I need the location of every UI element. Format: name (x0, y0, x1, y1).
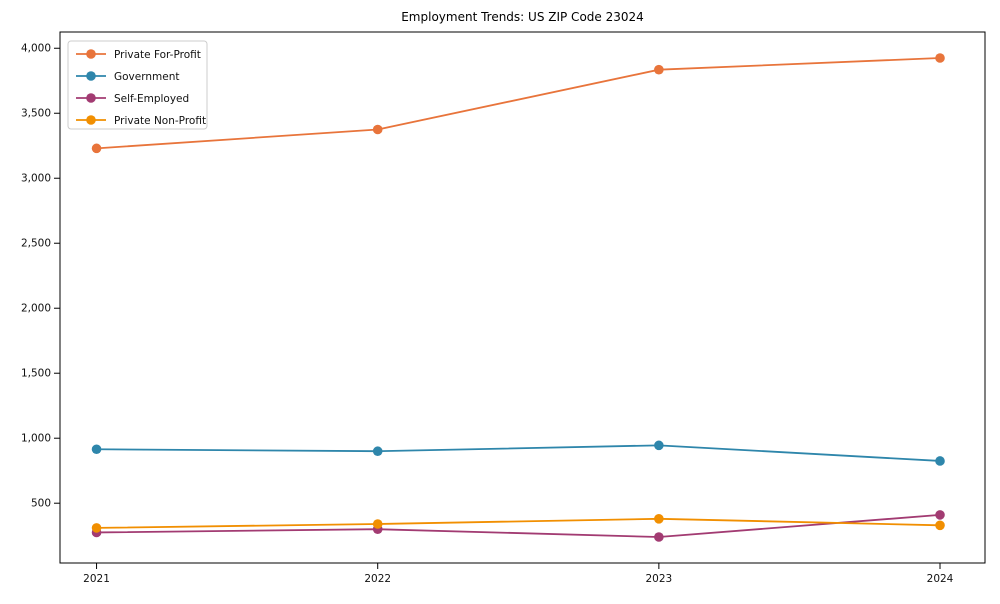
legend-marker-icon (86, 71, 96, 81)
data-point-marker (935, 510, 945, 520)
y-axis: 500 1,000 1,500 2,000 2,500 3,000 3,500 4,000 (21, 43, 60, 510)
legend-marker-icon (86, 115, 96, 125)
x-tick-label: 2023 (645, 573, 672, 585)
series-line (96, 517, 941, 529)
series-private-non-profit (91, 514, 945, 533)
x-tick-label: 2022 (364, 573, 391, 585)
series-private-for-profit (91, 53, 945, 154)
data-point-marker (935, 520, 945, 531)
legend-label: Government (114, 71, 179, 83)
data-point-marker (654, 64, 664, 75)
data-point-marker (372, 446, 383, 457)
series-line (96, 57, 941, 150)
legend-box (67, 40, 208, 130)
data-point-marker (654, 514, 664, 524)
data-point-marker (91, 444, 102, 455)
data-point-marker (654, 532, 664, 542)
data-point-marker (935, 456, 945, 466)
legend-label: Private For-Profit (114, 49, 201, 61)
legend-label: Self-Employed (114, 93, 189, 105)
series-line (96, 444, 941, 462)
legend: Private For-Profit Government Self-Employe… (67, 40, 208, 130)
y-tick-label: 1,000 (21, 433, 51, 445)
axes-frame (59, 31, 986, 564)
data-point-marker (372, 519, 383, 529)
data-point-marker (372, 124, 383, 135)
y-tick-label: 2,500 (21, 238, 51, 250)
x-axis: 2021 2022 2023 2024 (83, 563, 954, 585)
y-tick-label: 1,500 (21, 368, 51, 380)
x-tick-label: 2024 (927, 573, 954, 585)
data-point-marker (91, 143, 102, 154)
data-point-marker (935, 53, 945, 63)
data-point-marker (654, 440, 664, 451)
y-tick-label: 3,000 (21, 173, 51, 185)
chart-title: Employment Trends: US ZIP Code 23024 (401, 10, 644, 24)
y-tick-label: 4,000 (21, 43, 51, 55)
x-tick-label: 2021 (83, 573, 110, 585)
y-tick-label: 3,500 (21, 108, 51, 120)
legend-marker-icon (86, 49, 96, 59)
data-point-marker (91, 523, 102, 533)
series-line (96, 514, 941, 538)
y-tick-label: 500 (31, 498, 51, 510)
legend-label: Private Non-Profit (114, 115, 206, 127)
legend-marker-icon (86, 93, 96, 103)
series-government (91, 440, 945, 466)
y-tick-label: 2,000 (21, 303, 51, 315)
